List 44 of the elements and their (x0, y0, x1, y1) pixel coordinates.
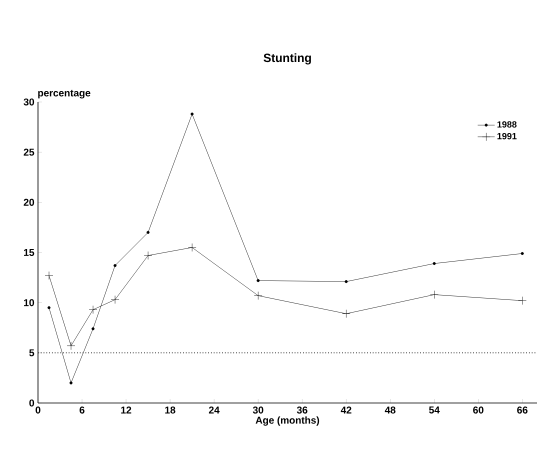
point (114, 264, 117, 268)
point (190, 112, 194, 116)
point (430, 290, 438, 299)
y-tick-label: 25 (24, 148, 34, 156)
point (342, 310, 350, 318)
chart-title: Stunting (264, 53, 311, 64)
x-tick-label: 30 (252, 406, 264, 414)
x-tick-label: 6 (80, 406, 84, 414)
y-tick-label: 20 (24, 198, 34, 206)
point (66, 342, 76, 350)
point (254, 291, 262, 300)
y-tick-label: 0 (29, 399, 34, 407)
point (48, 306, 50, 310)
point (88, 306, 98, 314)
y-tick-label: 5 (29, 349, 34, 356)
point (146, 230, 150, 234)
x-tick-label: 60 (473, 406, 484, 414)
x-tick-label: 0 (36, 406, 40, 414)
x-axis-title: Age (months) (256, 416, 320, 426)
x-tick-label: 18 (165, 406, 176, 414)
point (520, 252, 524, 255)
legend-label: 1991 (497, 132, 517, 140)
point (92, 327, 95, 330)
x-tick-label: 42 (340, 406, 352, 414)
point (256, 279, 260, 282)
x-tick-label: 54 (429, 406, 440, 414)
point (518, 296, 527, 305)
point (188, 243, 196, 252)
x-tick-label: 12 (121, 406, 132, 414)
x-tick-label: 48 (384, 406, 396, 414)
legend-label: 1988 (497, 121, 517, 128)
y-tick-label: 10 (24, 299, 34, 306)
y-axis-title: percentage (38, 90, 90, 98)
x-tick-label: 24 (208, 406, 220, 414)
point (44, 271, 54, 280)
point (110, 295, 120, 304)
y-tick-label: 30 (24, 98, 34, 106)
x-tick-label: 66 (517, 406, 528, 414)
y-tick-label: 15 (24, 249, 34, 256)
point (432, 262, 436, 266)
point (70, 381, 73, 384)
x-tick-label: 36 (296, 406, 308, 414)
point (344, 280, 348, 284)
point (144, 251, 152, 260)
